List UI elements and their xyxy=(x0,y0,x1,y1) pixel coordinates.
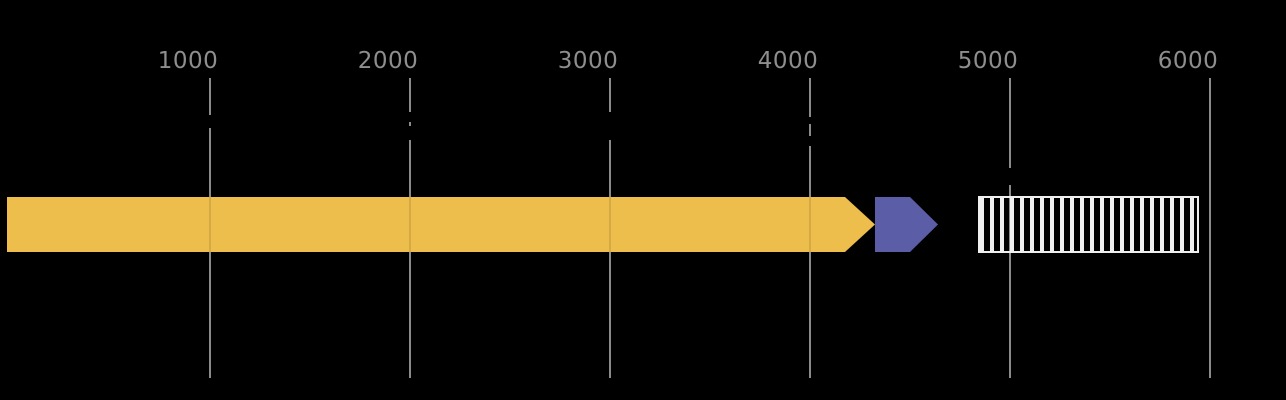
gridline-occlusion xyxy=(808,136,812,146)
x-tick-label-2000: 2000 xyxy=(357,48,419,74)
gridline-occlusion xyxy=(408,126,412,140)
gridline-overlay xyxy=(609,197,611,252)
feature-arrow-yellow xyxy=(7,197,875,252)
gridline-occlusion xyxy=(1008,168,1012,185)
x-tick-label-1000: 1000 xyxy=(157,48,219,74)
gridline-occlusion xyxy=(408,112,412,122)
gridline-overlay xyxy=(809,197,811,252)
gridline-overlay xyxy=(409,197,411,252)
x-tick-label-4000: 4000 xyxy=(757,48,819,74)
feature-arrow-purple xyxy=(875,197,938,252)
x-tick-label-6000: 6000 xyxy=(1157,48,1219,74)
gridline-occlusion xyxy=(208,115,212,128)
x-tick-label-3000: 3000 xyxy=(557,48,619,74)
gridline-occlusion xyxy=(608,112,612,140)
gridline-overlay xyxy=(209,197,211,252)
gridline-occlusion xyxy=(808,117,812,124)
feature-hatched-box xyxy=(978,196,1199,253)
gridline-6000 xyxy=(1209,78,1211,378)
x-tick-label-5000: 5000 xyxy=(957,48,1019,74)
